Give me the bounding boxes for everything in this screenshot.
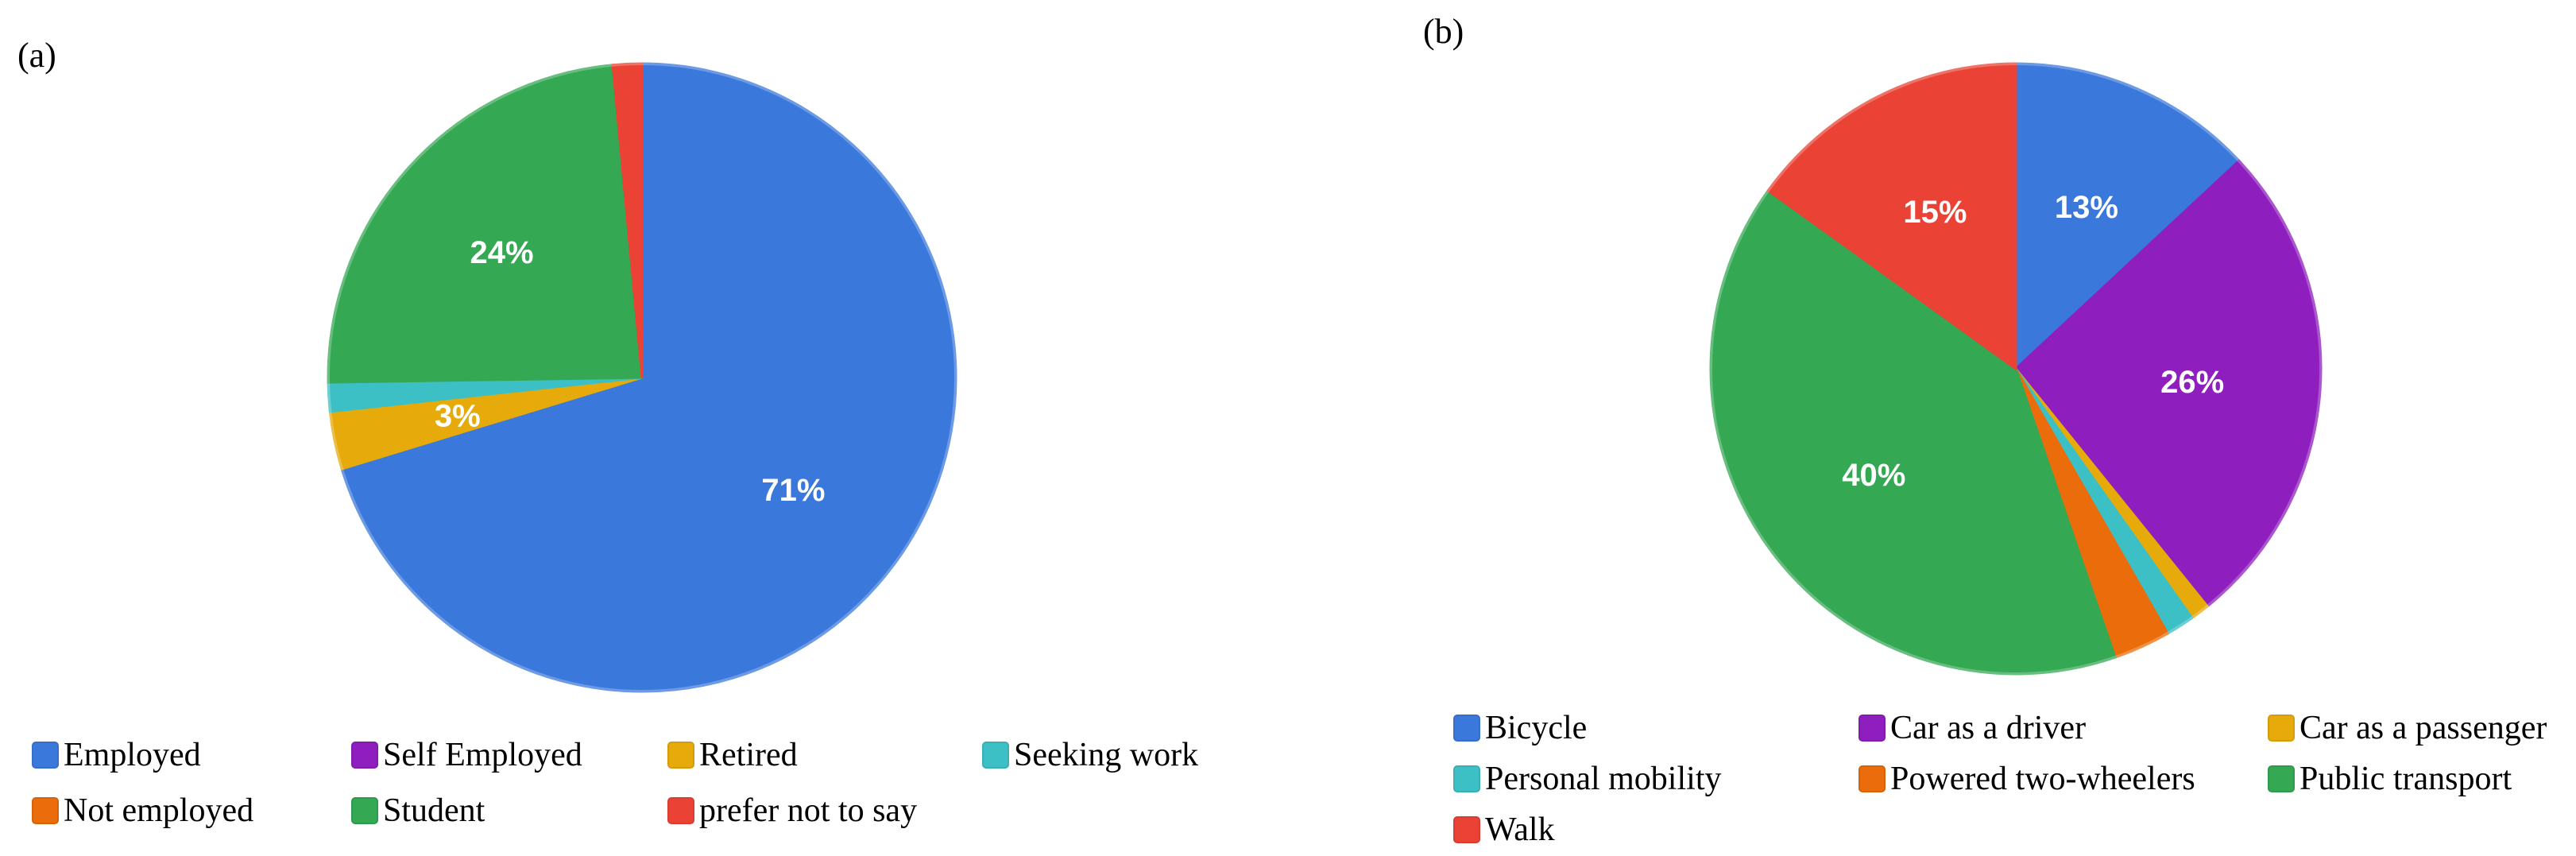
legend-label: Not employed [64,792,254,829]
pie-slice-public-transport [1709,188,2117,676]
pie-slice-bicycle [2014,62,2241,372]
legend-label: Seeking work [1014,737,1199,773]
legend-item-self-employed: Self Employed [351,736,667,774]
legend-swatch [1453,816,1480,843]
legend-swatch [1859,715,1886,742]
slice-label-car-as-a-driver: 26% [2160,365,2224,400]
pie-chart-a: 71% 3% 24% [327,62,957,693]
legend-swatch [2268,765,2295,792]
pie-slice-employed [340,62,957,693]
slice-label-student: 24% [470,235,534,270]
chart-panel-a: (a) 71% 3% 24% Employed Self Employed Retire… [17,36,1252,830]
legend-label: Self Employed [383,737,582,773]
legend-item-car-as-a-driver: Car as a driver [1859,709,2268,747]
legend-label: prefer not to say [699,792,918,829]
legend-swatch [32,797,59,824]
legend-label: Personal mobility [1485,761,1722,797]
pie-slice-walk [1766,62,2017,371]
pie-slice-prefer-not-to-say [611,62,644,378]
legend-swatch [351,742,378,769]
legend-a: Employed Self Employed Retired Seeking work… [32,736,1252,830]
legend-item-seeking-work: Seeking work [982,736,1252,774]
pie-rim [1709,62,2323,676]
chart-panel-b: (b) 13% 26% 40% 15% Bicycle Car as a driver C… [1288,0,2576,856]
legend-swatch [1859,765,1886,792]
slice-label-bicycle: 13% [2055,190,2118,225]
pie-rim [327,62,957,693]
legend-swatch [1453,715,1480,742]
legend-swatch [982,742,1009,769]
slice-label-walk: 15% [1903,195,1967,230]
legend-label: Bicycle [1485,710,1588,746]
legend-item-student: Student [351,792,667,830]
legend-label: Walk [1485,811,1555,848]
legend-swatch [667,797,694,824]
panel-label-b: (b) [1423,12,1464,51]
pie-slice-car-as-a-driver [2013,159,2323,608]
legend-item-powered-two-wheelers: Powered two-wheelers [1859,760,2268,798]
legend-label: Employed [64,737,201,773]
legend-item-car-as-a-passenger: Car as a passenger [2268,709,2576,747]
legend-item-public-transport: Public transport [2268,760,2576,798]
legend-item-walk: Walk [1453,811,1859,849]
slice-label-employed: 71% [761,473,825,508]
legend-label: Powered two-wheelers [1890,761,2195,797]
legend-label: Car as a driver [1890,710,2087,746]
pie-slice-student [327,64,644,384]
legend-label: Student [383,792,485,829]
legend-swatch [32,742,59,769]
pie-chart-b: 13% 26% 40% 15% [1709,62,2323,676]
slice-label-retired: 3% [435,399,481,434]
legend-swatch [351,797,378,824]
legend-item-bicycle: Bicycle [1453,709,1859,747]
legend-label: Car as a passenger [2299,710,2547,746]
legend-b: Bicycle Car as a driver Car as a passenger… [1453,709,2576,849]
legend-item-employed: Employed [32,736,351,774]
legend-item-prefer-not-to-say: prefer not to say [667,792,982,830]
legend-item-personal-mobility: Personal mobility [1453,760,1859,798]
legend-label: Public transport [2299,761,2512,797]
legend-swatch [1453,765,1480,792]
slice-label-public-transport: 40% [1842,458,1905,493]
legend-swatch [667,742,694,769]
legend-item-not-employed: Not employed [32,792,351,830]
legend-label: Retired [699,737,798,773]
legend-item-retired: Retired [667,736,982,774]
panel-label-a: (a) [17,36,56,75]
legend-swatch [2268,715,2295,742]
